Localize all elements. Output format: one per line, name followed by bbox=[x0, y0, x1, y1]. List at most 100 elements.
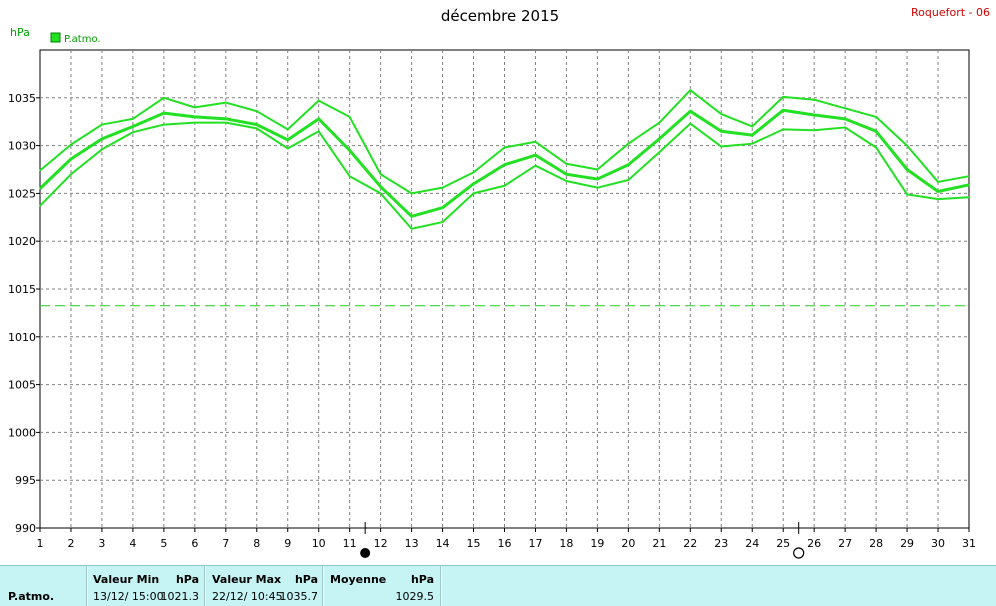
data-point-min bbox=[411, 228, 413, 230]
data-point-max bbox=[256, 110, 258, 112]
y-tick-label: 1005 bbox=[8, 379, 36, 392]
min-unit: hPa bbox=[175, 573, 199, 586]
data-point-max bbox=[534, 141, 537, 143]
stats-row-label: P.atmo. bbox=[8, 590, 55, 603]
x-tick-label: 24 bbox=[745, 537, 759, 550]
data-point-mean bbox=[596, 178, 599, 180]
data-point-mean bbox=[256, 123, 258, 126]
data-point-max bbox=[163, 97, 165, 99]
data-point-min bbox=[751, 143, 753, 145]
y-tick-label: 1010 bbox=[8, 331, 36, 344]
data-point-max bbox=[39, 169, 41, 172]
data-point-max bbox=[968, 175, 970, 177]
data-point-min bbox=[101, 148, 103, 151]
data-point-mean bbox=[813, 114, 815, 116]
data-point-mean bbox=[132, 125, 134, 128]
x-tick-label: 21 bbox=[652, 537, 666, 550]
data-point-mean bbox=[101, 138, 103, 140]
data-point-min bbox=[534, 165, 537, 167]
y-tick-label: 1025 bbox=[8, 187, 36, 200]
data-point-min bbox=[503, 185, 506, 187]
data-point-min bbox=[256, 127, 258, 129]
stats-max-cell: Valeur Max hPa 22/12/ 10:45 1035.7 bbox=[212, 566, 322, 606]
data-point-max bbox=[349, 116, 351, 118]
data-point-min bbox=[937, 198, 939, 200]
data-point-min bbox=[441, 221, 444, 223]
x-tick-label: 13 bbox=[405, 537, 419, 550]
x-tick-label: 7 bbox=[222, 537, 229, 550]
data-point-min bbox=[906, 193, 908, 195]
x-tick-label: 25 bbox=[776, 537, 790, 550]
x-tick-label: 16 bbox=[498, 537, 512, 550]
data-point-min bbox=[349, 175, 351, 177]
full-moon-icon bbox=[793, 547, 805, 559]
data-point-mean bbox=[225, 118, 227, 120]
new-moon-icon bbox=[360, 548, 371, 558]
data-point-mean bbox=[689, 110, 691, 112]
data-point-mean bbox=[937, 190, 939, 193]
y-tick-label: 995 bbox=[15, 474, 36, 487]
data-point-max bbox=[380, 173, 382, 175]
max-value: 1035.7 bbox=[279, 590, 319, 603]
data-point-min bbox=[782, 128, 784, 130]
data-point-max bbox=[689, 89, 691, 91]
data-point-min bbox=[813, 129, 815, 131]
data-point-max bbox=[658, 122, 660, 124]
data-point-mean bbox=[39, 188, 41, 190]
x-tick-label: 10 bbox=[312, 537, 326, 550]
x-tick-label: 19 bbox=[590, 537, 604, 550]
chart-title: décembre 2015 bbox=[441, 7, 559, 25]
data-point-mean bbox=[287, 139, 289, 141]
data-point-min bbox=[472, 192, 475, 194]
data-point-max bbox=[813, 99, 815, 101]
x-tick-label: 8 bbox=[253, 537, 260, 550]
data-point-mean bbox=[627, 164, 629, 166]
data-point-mean bbox=[70, 158, 72, 160]
max-header: Valeur Max bbox=[212, 573, 282, 586]
data-point-min bbox=[70, 173, 72, 175]
legend-swatch bbox=[50, 32, 61, 43]
data-point-max bbox=[411, 192, 413, 194]
data-point-max bbox=[472, 171, 475, 173]
data-point-min bbox=[287, 147, 289, 150]
separator bbox=[440, 566, 442, 606]
x-tick-label: 22 bbox=[683, 537, 697, 550]
data-point-min bbox=[132, 131, 134, 133]
grid bbox=[40, 50, 969, 528]
moon-phases bbox=[360, 522, 805, 559]
data-point-min bbox=[39, 205, 41, 207]
x-tick-label: 11 bbox=[343, 537, 357, 550]
y-unit-label: hPa bbox=[10, 26, 30, 39]
data-point-max bbox=[503, 146, 506, 149]
data-point-mean bbox=[875, 130, 877, 132]
y-axis-ticks: 990 995 1000 1005 1010 1015 1020 1025 1030 1035 bbox=[8, 92, 40, 535]
min-header: Valeur Min bbox=[93, 573, 160, 586]
data-point-mean bbox=[163, 112, 165, 114]
data-point-max bbox=[782, 96, 784, 98]
data-point-min bbox=[875, 146, 877, 149]
data-point-min bbox=[596, 187, 599, 189]
min-date: 13/12/ 15:00 bbox=[93, 590, 164, 603]
data-point-max bbox=[751, 125, 753, 128]
x-tick-label: 9 bbox=[284, 537, 291, 550]
data-point-mean bbox=[534, 154, 537, 156]
x-tick-label: 14 bbox=[436, 537, 450, 550]
x-tick-label: 27 bbox=[838, 537, 852, 550]
data-point-max bbox=[937, 181, 939, 183]
data-point-mean bbox=[658, 138, 660, 140]
data-point-max bbox=[441, 187, 444, 189]
data-point-mean bbox=[441, 207, 444, 209]
y-tick-label: 1020 bbox=[8, 235, 36, 248]
x-tick-label: 28 bbox=[869, 537, 883, 550]
data-point-mean bbox=[472, 183, 475, 185]
data-point-mean bbox=[565, 173, 568, 175]
separator bbox=[86, 566, 88, 606]
data-point-mean bbox=[844, 118, 846, 120]
x-tick-label: 29 bbox=[900, 537, 914, 550]
data-point-mean bbox=[751, 134, 753, 136]
data-point-min bbox=[720, 145, 722, 148]
max-unit: hPa bbox=[294, 573, 318, 586]
x-tick-label: 17 bbox=[528, 537, 542, 550]
data-point-max bbox=[596, 168, 599, 171]
stats-panel: P.atmo. Valeur Min hPa 13/12/ 15:00 1021… bbox=[0, 565, 996, 606]
